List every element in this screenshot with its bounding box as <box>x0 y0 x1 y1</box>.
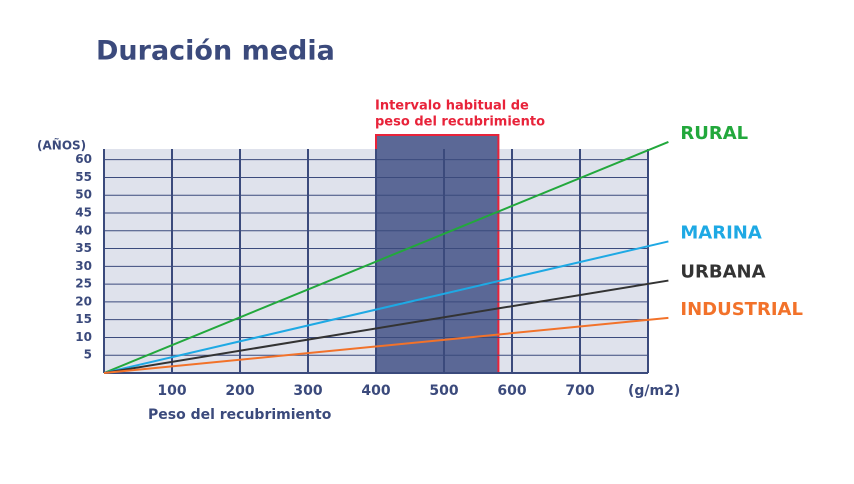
x-tick-label: 200 <box>225 383 254 399</box>
line <box>103 240 669 374</box>
legend-label: INDUSTRIAL <box>680 299 803 320</box>
x-tick-label: 400 <box>361 383 390 399</box>
line <box>103 279 669 374</box>
x-axis-label: Peso del recubrimiento <box>148 407 332 423</box>
x-unit-label: (g/m2) <box>628 383 680 399</box>
x-tick-label: 700 <box>565 383 594 399</box>
legend-label: URBANA <box>680 262 765 283</box>
y-tick-label: 40 <box>75 223 92 237</box>
y-tick-label: 50 <box>75 188 92 202</box>
annotation: peso del recubrimiento <box>375 115 545 130</box>
x-tick-label: 300 <box>293 383 322 399</box>
y-tick-label: 35 <box>75 241 92 255</box>
y-tick-label: 55 <box>75 170 92 184</box>
legend-label: MARINA <box>680 222 761 243</box>
x-tick-label: 100 <box>157 383 186 399</box>
line <box>103 316 669 374</box>
y-axis-label: (AÑOS) <box>37 138 86 153</box>
y-tick-label: 30 <box>75 259 92 273</box>
line <box>103 140 669 374</box>
y-tick-label: 25 <box>75 277 92 291</box>
x-tick-label: 600 <box>497 383 526 399</box>
y-tick-label: 10 <box>75 330 92 344</box>
y-tick-label: 60 <box>75 152 92 166</box>
legend-label: RURAL <box>680 123 748 144</box>
y-tick-label: 45 <box>75 206 92 220</box>
annotation: Intervalo habitual de <box>375 99 529 114</box>
chart-title: Duración media <box>96 36 335 67</box>
x-tick-label: 500 <box>429 383 458 399</box>
y-tick-label: 15 <box>75 312 92 326</box>
y-tick-label: 5 <box>84 348 92 362</box>
y-tick-label: 20 <box>75 294 92 308</box>
